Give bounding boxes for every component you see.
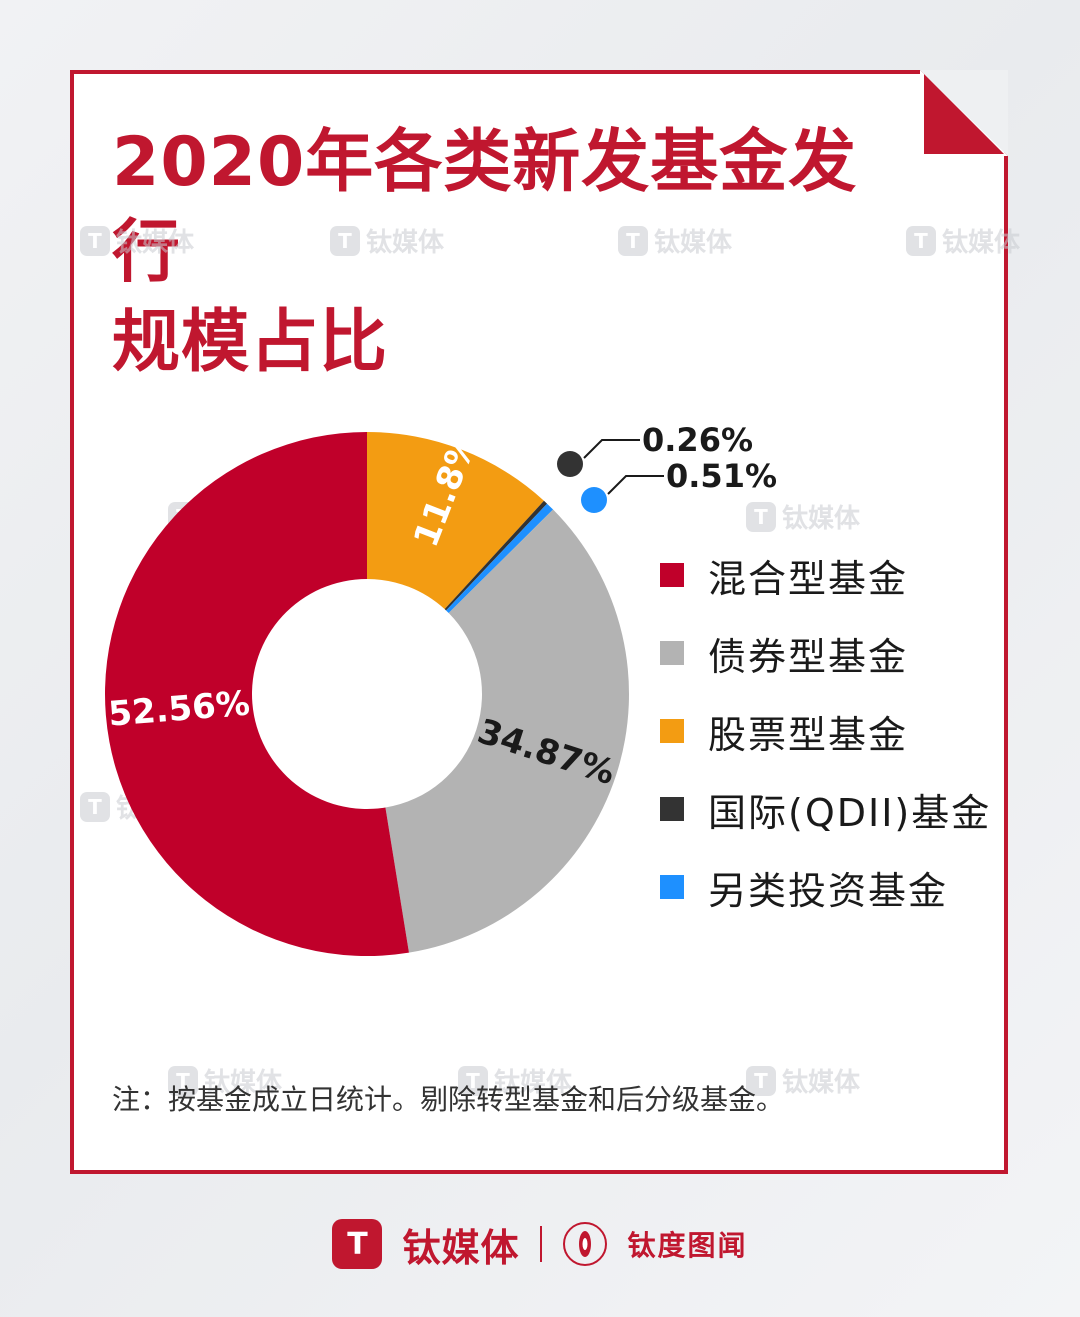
legend-label: 混合型基金 — [708, 556, 909, 601]
legend-item: 股票型基金 — [660, 692, 991, 770]
pie-slice — [367, 432, 544, 610]
callout-dot — [557, 451, 583, 477]
chart-legend: 混合型基金债券型基金股票型基金国际(QDII)基金 另类投资基金 — [660, 536, 991, 926]
watermark-logo-icon: T — [746, 501, 776, 532]
callout-label: 0.26% — [642, 421, 753, 459]
watermark-logo-icon: T — [906, 225, 936, 256]
watermark-logo-icon: T — [80, 225, 110, 256]
legend-swatch — [660, 563, 684, 587]
legend-item: 另类投资基金 — [660, 848, 991, 926]
legend-swatch — [660, 875, 684, 899]
brand-logo-icon: T — [332, 1219, 383, 1269]
eye-logo-icon — [562, 1222, 607, 1266]
pie-slice — [104, 432, 409, 956]
watermark-logo-icon: T — [330, 225, 360, 256]
watermark-logo-icon: T — [618, 225, 648, 256]
pie-slice — [446, 503, 554, 614]
footnote: 注：按基金成立日统计。剔除转型基金和后分级基金。 — [112, 1083, 785, 1116]
legend-item: 混合型基金 — [660, 536, 991, 614]
callout-line — [607, 475, 664, 495]
watermark-logo-icon: T — [458, 1065, 488, 1096]
folded-corner — [920, 70, 1008, 156]
footer-divider — [539, 1226, 542, 1262]
chart-title: 2020年各类新发基金发行 规模占比 — [112, 118, 912, 388]
legend-label: 债券型基金 — [708, 634, 909, 679]
callout-dot — [581, 487, 607, 513]
legend-item: 国际(QDII)基金 — [660, 770, 991, 848]
title-line-1: 2020年各类新发基金发行 — [112, 123, 858, 292]
callout-line — [583, 439, 640, 459]
sub-brand-name: 钛度图闻 — [627, 1229, 748, 1262]
footer: T 钛媒体 钛度图闻 — [0, 1212, 1080, 1276]
legend-swatch — [660, 641, 684, 665]
legend-swatch — [660, 719, 684, 743]
legend-label: 股票型基金 — [708, 712, 909, 757]
callout-label: 0.51% — [666, 457, 777, 495]
watermark-logo-icon: T — [80, 791, 110, 822]
title-line-2: 规模占比 — [112, 303, 389, 382]
watermark-logo-icon: T — [168, 1065, 198, 1096]
pie-slice — [385, 509, 630, 953]
legend-item: 债券型基金 — [660, 614, 991, 692]
legend-label: 另类投资基金 — [708, 868, 949, 913]
brand-name: 钛媒体 — [402, 1225, 520, 1270]
pie-slice — [444, 500, 548, 611]
legend-label: 国际(QDII)基金 — [708, 790, 992, 835]
watermark-logo-icon: T — [746, 1065, 776, 1096]
legend-swatch — [660, 797, 684, 821]
